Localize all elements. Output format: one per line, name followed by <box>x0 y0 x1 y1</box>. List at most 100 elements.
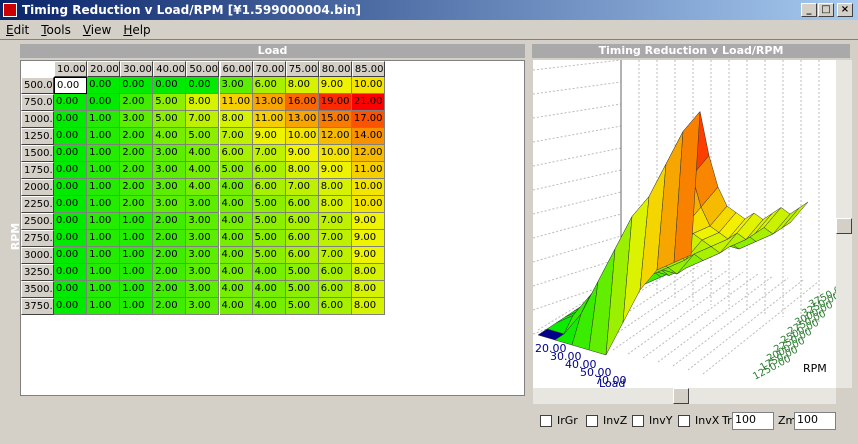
table-cell[interactable]: 4.00 <box>252 298 286 315</box>
table-cell[interactable]: 10.00 <box>351 196 385 213</box>
table-cell[interactable]: 4.00 <box>219 298 253 315</box>
table-cell[interactable]: 3.00 <box>153 196 187 213</box>
table-cell[interactable]: 1.00 <box>87 145 121 162</box>
table-cell[interactable]: 4.00 <box>252 264 286 281</box>
checkbox[interactable] <box>632 415 644 427</box>
table-cell[interactable]: 0.00 <box>54 264 88 281</box>
table-cell[interactable]: 12.00 <box>351 145 385 162</box>
table-cell[interactable]: 3.00 <box>120 111 154 128</box>
table-cell[interactable]: 5.00 <box>153 111 187 128</box>
table-cell[interactable]: 8.00 <box>318 179 352 196</box>
table-cell[interactable]: 0.00 <box>54 162 88 179</box>
table-cell[interactable]: 4.00 <box>153 128 187 145</box>
table-cell[interactable]: 5.00 <box>252 196 286 213</box>
table-cell[interactable]: 4.00 <box>219 264 253 281</box>
table-cell[interactable]: 2.00 <box>153 264 187 281</box>
table-cell[interactable]: 1.00 <box>87 179 121 196</box>
table-cell[interactable]: 9.00 <box>318 162 352 179</box>
table-cell[interactable]: 0.00 <box>54 298 88 315</box>
table-cell[interactable]: 6.00 <box>285 230 319 247</box>
table-cell[interactable]: 3.00 <box>153 162 187 179</box>
table-cell[interactable]: 6.00 <box>318 264 352 281</box>
table-cell[interactable]: 8.00 <box>186 94 220 111</box>
table-cell[interactable]: 10.00 <box>318 145 352 162</box>
table-cell[interactable]: 19.00 <box>318 94 352 111</box>
table-cell[interactable]: 1.00 <box>120 247 154 264</box>
table-cell[interactable]: 14.00 <box>351 128 385 145</box>
table-cell[interactable]: 5.00 <box>219 162 253 179</box>
table-cell[interactable]: 1.00 <box>87 281 121 298</box>
table-cell[interactable]: 7.00 <box>219 128 253 145</box>
table-cell[interactable]: 9.00 <box>351 213 385 230</box>
table-cell[interactable]: 7.00 <box>285 179 319 196</box>
table-cell[interactable]: 6.00 <box>318 298 352 315</box>
table-cell[interactable]: 1.00 <box>87 162 121 179</box>
table-cell[interactable]: 9.00 <box>351 230 385 247</box>
table-cell[interactable]: 9.00 <box>318 77 352 94</box>
table-cell[interactable]: 3.00 <box>186 196 220 213</box>
table-cell[interactable]: 1.00 <box>120 264 154 281</box>
table-cell[interactable]: 1.00 <box>120 230 154 247</box>
menu-item[interactable]: Tools <box>41 23 71 37</box>
table-cell[interactable]: 0.00 <box>54 77 88 94</box>
table-cell[interactable]: 0.00 <box>153 77 187 94</box>
table-cell[interactable]: 3.00 <box>186 281 220 298</box>
table-cell[interactable]: 3.00 <box>186 247 220 264</box>
table-cell[interactable]: 0.00 <box>54 94 88 111</box>
table-cell[interactable]: 1.00 <box>87 264 121 281</box>
table-cell[interactable]: 6.00 <box>318 281 352 298</box>
table-cell[interactable]: 5.00 <box>285 264 319 281</box>
table-cell[interactable]: 2.00 <box>120 162 154 179</box>
table-cell[interactable]: 0.00 <box>54 247 88 264</box>
table-cell[interactable]: 15.00 <box>318 111 352 128</box>
table-cell[interactable]: 4.00 <box>252 281 286 298</box>
table-cell[interactable]: 8.00 <box>318 196 352 213</box>
table-cell[interactable]: 6.00 <box>285 247 319 264</box>
table-cell[interactable]: 1.00 <box>120 298 154 315</box>
table-cell[interactable]: 13.00 <box>285 111 319 128</box>
table-cell[interactable]: 10.00 <box>351 77 385 94</box>
table-cell[interactable]: 5.00 <box>285 281 319 298</box>
table-cell[interactable]: 11.00 <box>252 111 286 128</box>
table-cell[interactable]: 7.00 <box>318 230 352 247</box>
scroll-thumb[interactable] <box>673 388 689 404</box>
table-cell[interactable]: 5.00 <box>252 213 286 230</box>
horizontal-scrollbar[interactable] <box>533 388 836 404</box>
table-cell[interactable]: 4.00 <box>219 213 253 230</box>
table-cell[interactable]: 0.00 <box>87 77 121 94</box>
table-cell[interactable]: 2.00 <box>120 179 154 196</box>
table-cell[interactable]: 8.00 <box>351 281 385 298</box>
minimize-button[interactable]: _ <box>801 3 817 17</box>
checkbox[interactable] <box>540 415 552 427</box>
table-cell[interactable]: 0.00 <box>54 196 88 213</box>
table-cell[interactable]: 3.00 <box>186 230 220 247</box>
table-cell[interactable]: 0.00 <box>120 77 154 94</box>
checkbox[interactable] <box>678 415 690 427</box>
table-cell[interactable]: 0.00 <box>54 281 88 298</box>
table-cell[interactable]: 2.00 <box>153 213 187 230</box>
table-cell[interactable]: 3.00 <box>186 264 220 281</box>
table-cell[interactable]: 2.00 <box>153 281 187 298</box>
table-cell[interactable]: 10.00 <box>285 128 319 145</box>
table-cell[interactable]: 0.00 <box>54 111 88 128</box>
table-cell[interactable]: 4.00 <box>219 247 253 264</box>
table-cell[interactable]: 7.00 <box>252 145 286 162</box>
table-cell[interactable]: 0.00 <box>87 94 121 111</box>
table-cell[interactable]: 0.00 <box>54 230 88 247</box>
table-cell[interactable]: 2.00 <box>120 94 154 111</box>
table-cell[interactable]: 10.00 <box>351 179 385 196</box>
table-cell[interactable]: 4.00 <box>219 230 253 247</box>
table-cell[interactable]: 0.00 <box>54 179 88 196</box>
table-cell[interactable]: 5.00 <box>186 128 220 145</box>
table-cell[interactable]: 5.00 <box>153 94 187 111</box>
table-cell[interactable]: 9.00 <box>351 247 385 264</box>
table-cell[interactable]: 2.00 <box>120 196 154 213</box>
table-cell[interactable]: 0.00 <box>54 145 88 162</box>
table-cell[interactable]: 3.00 <box>219 77 253 94</box>
close-button[interactable]: × <box>837 3 853 17</box>
table-cell[interactable]: 5.00 <box>285 298 319 315</box>
table-cell[interactable]: 0.00 <box>54 128 88 145</box>
table-cell[interactable]: 6.00 <box>252 162 286 179</box>
table-cell[interactable]: 6.00 <box>285 196 319 213</box>
table-cell[interactable]: 1.00 <box>87 213 121 230</box>
